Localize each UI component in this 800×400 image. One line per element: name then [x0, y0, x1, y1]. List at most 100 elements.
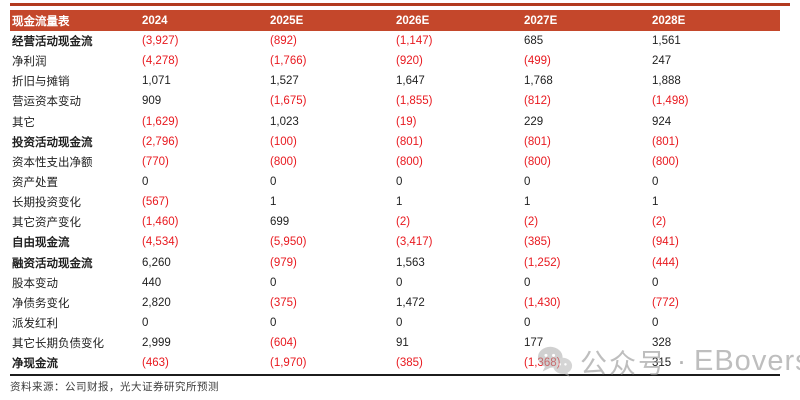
- table-row: 资本性支出净额 (770) (800) (800) (800) (800): [10, 152, 780, 172]
- row-value: (892): [270, 35, 297, 48]
- row-value: (4,534): [142, 236, 179, 249]
- table-row: 其它 (1,629) 1,023 (19) 229 924: [10, 112, 780, 132]
- row-value: (1,460): [142, 216, 179, 229]
- row-value: (812): [524, 95, 551, 108]
- row-value: (1,368): [524, 357, 561, 370]
- table-header-row: 现金流量表 2024 2025E 2026E 2027E 2028E: [10, 10, 780, 31]
- row-value: 440: [142, 276, 162, 289]
- row-value: (979): [270, 256, 297, 269]
- row-value: 1: [524, 196, 531, 209]
- row-value: 0: [142, 176, 149, 189]
- row-value: (1,675): [270, 95, 307, 108]
- row-value: (772): [652, 296, 679, 309]
- row-value: (1,766): [270, 55, 307, 68]
- row-value: 699: [270, 216, 290, 229]
- row-value: (1,970): [270, 357, 307, 370]
- table-row: 融资活动现金流 6,260 (979) 1,563 (1,252) (444): [10, 253, 780, 273]
- row-value: (1,629): [142, 115, 179, 128]
- row-value: (801): [396, 135, 423, 148]
- row-value: 1,561: [652, 35, 681, 48]
- row-value: 6,260: [142, 256, 171, 269]
- table-row: 折旧与摊销 1,071 1,527 1,647 1,768 1,888: [10, 71, 780, 91]
- row-label: 长期投资变化: [12, 197, 81, 210]
- row-value: (1,430): [524, 296, 561, 309]
- row-value: 1,768: [524, 75, 553, 88]
- row-value: 1,647: [396, 75, 425, 88]
- column-header-2024: 2024: [142, 14, 168, 27]
- row-value: 0: [652, 276, 659, 289]
- row-value: (1,498): [652, 95, 689, 108]
- row-value: (19): [396, 115, 417, 128]
- row-value: (2): [396, 216, 411, 229]
- row-label: 投资活动现金流: [12, 136, 93, 149]
- row-value: 229: [524, 115, 544, 128]
- row-value: (801): [652, 135, 679, 148]
- row-value: 1: [270, 196, 277, 209]
- row-value: 1,023: [270, 115, 299, 128]
- row-value: (800): [524, 155, 551, 168]
- row-value: 0: [524, 276, 531, 289]
- row-value: 247: [652, 55, 672, 68]
- row-value: (800): [270, 155, 297, 168]
- table-title: 现金流量表: [12, 15, 70, 28]
- row-label: 资本性支出净额: [12, 156, 93, 169]
- row-value: 685: [524, 35, 544, 48]
- table-row: 净利润 (4,278) (1,766) (920) (499) 247: [10, 51, 780, 71]
- row-value: 1: [652, 196, 659, 209]
- row-value: 0: [652, 176, 659, 189]
- row-value: 1,563: [396, 256, 425, 269]
- table-row: 净债务变化 2,820 (375) 1,472 (1,430) (772): [10, 293, 780, 313]
- cash-flow-table: 现金流量表 2024 2025E 2026E 2027E 2028E 经营活动现金流 (3,…: [10, 10, 780, 373]
- row-value: 909: [142, 95, 162, 108]
- row-value: 1: [396, 196, 403, 209]
- row-label: 其它长期负债变化: [12, 338, 104, 351]
- row-value: 1,888: [652, 75, 681, 88]
- row-value: 0: [270, 317, 277, 330]
- row-value: (463): [142, 357, 169, 370]
- table-row: 经营活动现金流 (3,927) (892) (1,147) 685 1,561: [10, 31, 780, 51]
- table-row: 营运资本变动 909 (1,675) (1,855) (812) (1,498): [10, 91, 780, 111]
- column-header-2028e: 2028E: [652, 14, 686, 27]
- row-value: 1,071: [142, 75, 171, 88]
- table-bottom-border: [10, 374, 780, 376]
- table-row: 自由现金流 (4,534) (5,950) (3,417) (385) (941): [10, 232, 780, 252]
- table-row: 其它长期负债变化 2,999 (604) 91 177 328: [10, 333, 780, 353]
- row-value: (800): [652, 155, 679, 168]
- row-value: 315: [652, 357, 672, 370]
- row-value: (801): [524, 135, 551, 148]
- row-label: 经营活动现金流: [12, 36, 93, 49]
- table-body: 经营活动现金流 (3,927) (892) (1,147) 685 1,561 净利润 (4,…: [10, 31, 780, 373]
- row-value: (4,278): [142, 55, 179, 68]
- row-value: (5,950): [270, 236, 307, 249]
- row-value: 0: [396, 276, 403, 289]
- row-value: (444): [652, 256, 679, 269]
- table-row: 股本变动 440 0 0 0 0: [10, 273, 780, 293]
- row-value: (1,147): [396, 35, 433, 48]
- row-value: 1,527: [270, 75, 299, 88]
- row-value: (385): [524, 236, 551, 249]
- table-row: 净现金流 (463) (1,970) (385) (1,368) 315: [10, 353, 780, 373]
- row-value: 2,820: [142, 296, 171, 309]
- row-value: 177: [524, 337, 544, 350]
- row-value: 0: [270, 276, 277, 289]
- column-header-2027e: 2027E: [524, 14, 558, 27]
- row-value: 328: [652, 337, 672, 350]
- row-value: (2): [652, 216, 667, 229]
- row-value: (3,927): [142, 35, 179, 48]
- column-header-2026e: 2026E: [396, 14, 430, 27]
- row-value: (375): [270, 296, 297, 309]
- row-value: 1,472: [396, 296, 425, 309]
- table-row: 长期投资变化 (567) 1 1 1 1: [10, 192, 780, 212]
- row-label: 派发红利: [12, 318, 58, 331]
- source-note: 资料来源：公司财报，光大证券研究所预测: [10, 381, 219, 393]
- column-header-2025e: 2025E: [270, 14, 304, 27]
- row-value: (2,796): [142, 135, 179, 148]
- table-row: 派发红利 0 0 0 0 0: [10, 313, 780, 333]
- row-value: (100): [270, 135, 297, 148]
- row-value: 0: [396, 176, 403, 189]
- row-value: 2,999: [142, 337, 171, 350]
- row-value: (2): [524, 216, 539, 229]
- row-label: 其它资产变化: [12, 217, 81, 230]
- row-value: 924: [652, 115, 672, 128]
- row-label: 股本变动: [12, 277, 58, 290]
